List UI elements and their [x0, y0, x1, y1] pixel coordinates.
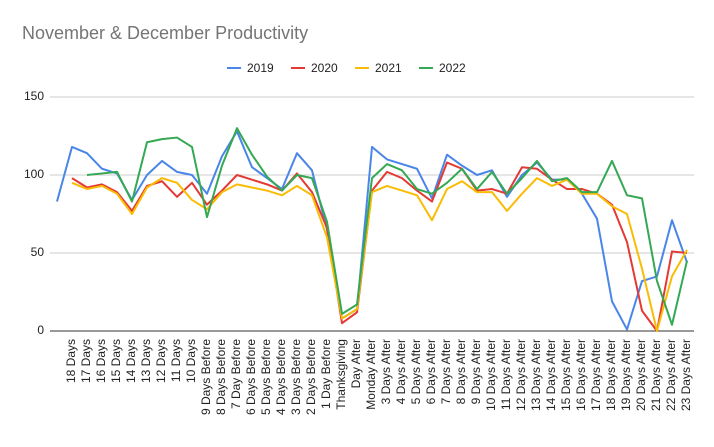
- x-tick-label: 8 Days After: [454, 339, 468, 404]
- x-tick-label: 7 Days After: [439, 339, 453, 404]
- x-tick-label: 7 Day Before: [229, 339, 243, 409]
- x-tick-label: 11 Days: [169, 339, 183, 382]
- x-tick-label: 14 Days After: [544, 339, 558, 411]
- x-tick-label: Thanksgiving: [334, 339, 348, 410]
- x-tick-label: 11 Days After: [499, 339, 513, 410]
- x-tick-label: 8 Days Before: [214, 339, 228, 415]
- x-tick-label: Day After: [349, 339, 363, 388]
- chart-title: November & December Productivity: [22, 23, 308, 43]
- x-tick-label: 9 Days Before: [199, 339, 213, 415]
- x-tick-label: 17 Days: [79, 339, 93, 383]
- series-line: [71, 161, 688, 332]
- x-tick-label: 5 Days Before: [259, 339, 273, 415]
- x-tick-label: 9 Days After: [469, 339, 483, 404]
- x-tick-label: 16 Days After: [574, 339, 588, 411]
- x-tick-label: 17 Days After: [589, 339, 603, 411]
- y-tick-label: 50: [31, 245, 45, 259]
- y-tick-label: 0: [37, 323, 44, 337]
- x-tick-label: 15 Days After: [559, 339, 573, 411]
- x-tick-label: 6 Days After: [424, 339, 438, 404]
- x-tick-label: 10 Days: [184, 339, 198, 383]
- x-tick-label: 12 Days After: [514, 339, 528, 411]
- x-tick-label: 6 Days Before: [244, 339, 258, 415]
- x-tick-label: 13 Days: [139, 339, 153, 383]
- legend-label: 2021: [375, 61, 402, 75]
- legend-label: 2020: [311, 61, 338, 75]
- x-tick-label: 14 Days: [124, 339, 138, 383]
- x-tick-label: 12 Days: [154, 339, 168, 383]
- x-tick-label: 18 Days: [64, 339, 78, 383]
- legend-label: 2019: [247, 61, 274, 75]
- x-tick-label: 3 Days After: [379, 339, 393, 404]
- x-tick-label: 4 Days After: [394, 339, 408, 404]
- y-tick-label: 150: [24, 89, 44, 103]
- x-tick-label: 1 Day Before: [319, 339, 333, 409]
- x-tick-label: 5 Days After: [409, 339, 423, 404]
- x-tick-label: 21 Days After: [649, 339, 663, 411]
- x-tick-label: 13 Days After: [529, 339, 543, 411]
- series-line: [71, 177, 688, 332]
- series-line: [56, 130, 688, 331]
- x-tick-label: 19 Days After: [619, 339, 633, 411]
- x-tick-label: 10 Days After: [484, 339, 498, 411]
- x-tick-label: 20 Days After: [634, 339, 648, 411]
- x-tick-label: 15 Days: [109, 339, 123, 383]
- x-tick-label: 18 Days After: [604, 339, 618, 411]
- x-tick-label: 23 Days After: [679, 339, 693, 411]
- series-line: [86, 127, 688, 326]
- x-tick-label: 4 Days Before: [274, 339, 288, 415]
- legend-label: 2022: [439, 61, 466, 75]
- y-tick-label: 100: [24, 167, 44, 181]
- x-tick-label: Monday After: [364, 339, 378, 410]
- x-tick-label: 2 Days Before: [304, 339, 318, 415]
- x-tick-label: 3 Days Before: [289, 339, 303, 415]
- x-tick-label: 16 Days: [94, 339, 108, 383]
- x-tick-label: 22 Days After: [664, 339, 678, 411]
